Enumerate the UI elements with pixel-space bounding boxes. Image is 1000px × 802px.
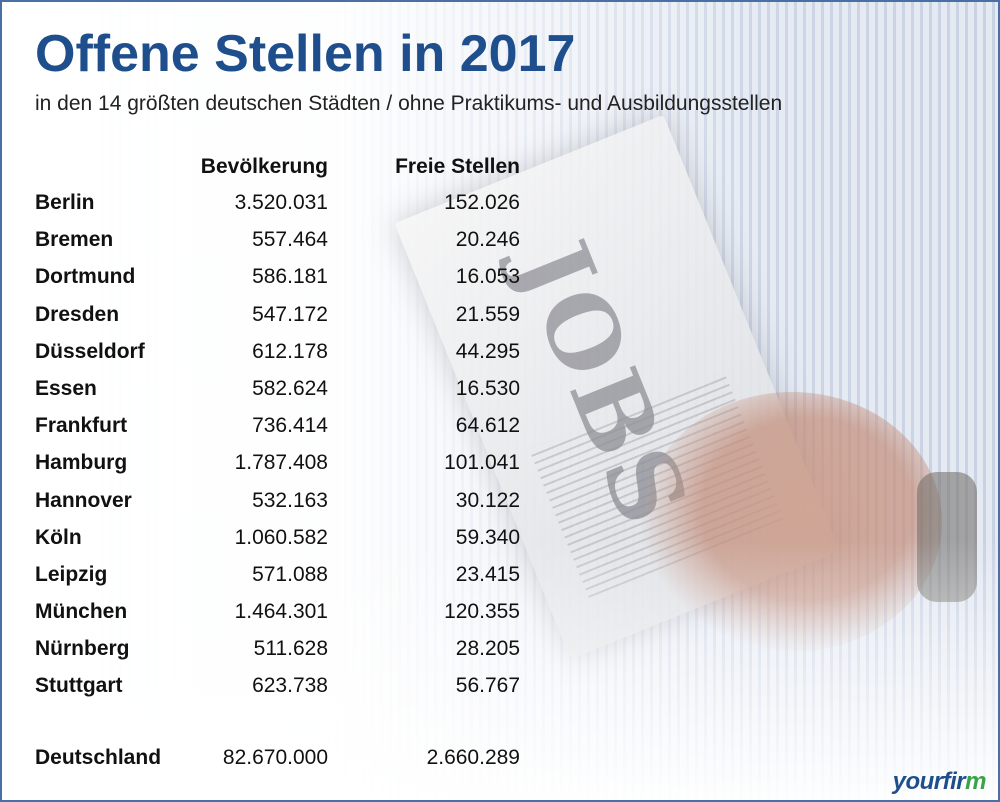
jobs-value: 120.355 bbox=[444, 600, 520, 624]
city-name: Essen bbox=[35, 376, 97, 400]
column-header-population: Bevölkerung bbox=[200, 155, 328, 178]
city-name: Berlin bbox=[35, 191, 95, 214]
city-name: München bbox=[35, 600, 128, 624]
table-row: Frankfurt 736.414 64.612 bbox=[2, 411, 562, 448]
jobs-value: 56.767 bbox=[455, 674, 520, 698]
population-value: 736.414 bbox=[252, 414, 328, 438]
population-value: 623.738 bbox=[252, 674, 328, 698]
city-name: Frankfurt bbox=[35, 414, 128, 438]
city-name: Hamburg bbox=[35, 451, 128, 475]
total-label: Deutschland bbox=[35, 746, 162, 769]
table-row: Hamburg 1.787.408 101.041 bbox=[2, 448, 562, 485]
jobs-value: 30.122 bbox=[455, 488, 520, 512]
population-value: 557.464 bbox=[252, 228, 328, 252]
jobs-value: 64.612 bbox=[455, 414, 520, 438]
city-name: Bremen bbox=[35, 228, 114, 252]
column-header-jobs: Freie Stellen bbox=[395, 155, 520, 178]
background-fade bbox=[2, 540, 998, 800]
population-value: 532.163 bbox=[252, 488, 328, 512]
total-row: Deutschland 82.670.000 2.660.289 bbox=[2, 743, 562, 777]
population-value: 1.060.582 bbox=[234, 525, 328, 549]
jobs-value: 59.340 bbox=[455, 525, 520, 549]
city-name: Düsseldorf bbox=[35, 339, 145, 363]
population-value: 1.464.301 bbox=[234, 600, 328, 624]
logo-text-accent: m bbox=[965, 768, 986, 795]
population-value: 582.624 bbox=[252, 376, 328, 400]
table-row: Hannover 532.163 30.122 bbox=[2, 486, 562, 523]
table-row: Stuttgart 623.738 56.767 bbox=[2, 671, 562, 708]
population-value: 586.181 bbox=[252, 265, 328, 289]
page-subtitle: in den 14 größten deutschen Städten / oh… bbox=[35, 92, 783, 115]
table-row: Bremen 557.464 20.246 bbox=[2, 225, 562, 262]
table-row: Leipzig 571.088 23.415 bbox=[2, 560, 562, 597]
population-value: 3.520.031 bbox=[234, 191, 328, 214]
table-row: Dresden 547.172 21.559 bbox=[2, 300, 562, 337]
population-value: 547.172 bbox=[252, 302, 328, 326]
page-title: Offene Stellen in 2017 bbox=[35, 25, 576, 83]
jobs-value: 101.041 bbox=[444, 451, 520, 475]
jobs-value: 44.295 bbox=[455, 339, 520, 363]
table-row: Nürnberg 511.628 28.205 bbox=[2, 634, 562, 671]
table-row: Köln 1.060.582 59.340 bbox=[2, 523, 562, 560]
logo-text-main: yourfir bbox=[892, 768, 966, 795]
city-name: Leipzig bbox=[35, 562, 108, 586]
population-value: 1.787.408 bbox=[234, 451, 328, 475]
jobs-value: 152.026 bbox=[444, 191, 520, 214]
population-value: 511.628 bbox=[253, 637, 328, 661]
jobs-value: 20.246 bbox=[455, 228, 520, 252]
total-population: 82.670.000 bbox=[222, 746, 328, 769]
table-row: Dortmund 586.181 16.053 bbox=[2, 262, 562, 299]
population-value: 571.088 bbox=[252, 562, 328, 586]
city-name: Köln bbox=[35, 525, 82, 549]
city-table: Berlin 3.520.031 152.026 Bremen 557.464 20.24… bbox=[2, 188, 562, 709]
table-row: Essen 582.624 16.530 bbox=[2, 374, 562, 411]
population-value: 612.178 bbox=[252, 339, 328, 363]
city-name: Hannover bbox=[35, 488, 132, 512]
table-row: Berlin 3.520.031 152.026 bbox=[2, 188, 562, 225]
jobs-value: 21.559 bbox=[455, 302, 520, 326]
jobs-value: 28.205 bbox=[455, 637, 520, 661]
table-row: Düsseldorf 612.178 44.295 bbox=[2, 337, 562, 374]
jobs-value: 16.053 bbox=[455, 265, 520, 289]
jobs-value: 23.415 bbox=[455, 562, 520, 586]
brand-logo: yourfirm bbox=[892, 768, 987, 796]
city-name: Dresden bbox=[35, 302, 120, 326]
table-row: München 1.464.301 120.355 bbox=[2, 597, 562, 634]
city-name: Nürnberg bbox=[35, 637, 130, 661]
jobs-value: 16.530 bbox=[455, 376, 520, 400]
city-name: Dortmund bbox=[35, 265, 136, 289]
city-name: Stuttgart bbox=[35, 674, 123, 698]
total-jobs: 2.660.289 bbox=[426, 746, 520, 769]
